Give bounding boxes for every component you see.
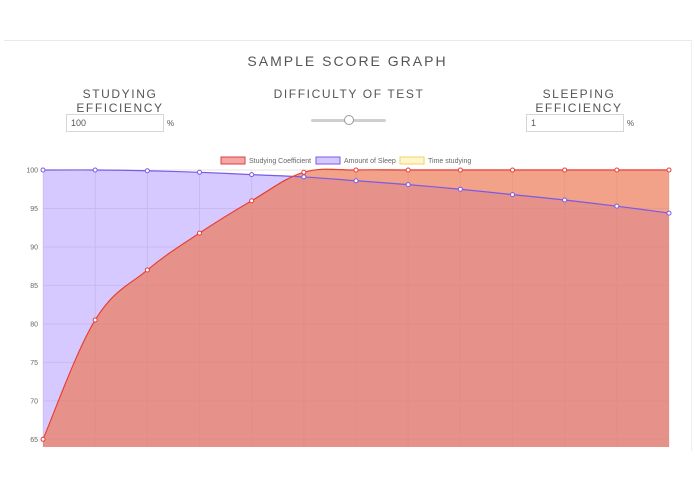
studying-coefficient-point-8 <box>457 167 463 173</box>
page-title: SAMPLE SCORE GRAPH <box>247 53 448 69</box>
difficulty-slider-thumb[interactable] <box>344 115 354 125</box>
y-tick-label-80: 80 <box>30 321 38 328</box>
amount-of-sleep-point-4 <box>249 172 255 178</box>
amount-of-sleep-point-0 <box>40 167 46 173</box>
legend-swatch-studying-coefficient <box>220 156 246 165</box>
amount-of-sleep-point-8 <box>457 186 463 192</box>
graph-card <box>4 40 692 451</box>
amount-of-sleep-point-10 <box>562 197 568 203</box>
amount-of-sleep-point-5 <box>301 174 307 180</box>
legend-swatch-time-studying <box>399 156 425 165</box>
studying-coefficient-point-7 <box>405 167 411 173</box>
amount-of-sleep-point-12 <box>666 210 672 216</box>
y-tick-label-75: 75 <box>30 360 38 367</box>
difficulty-label: DIFFICULTY OF TEST <box>273 87 425 101</box>
amount-of-sleep-point-6 <box>353 178 359 184</box>
amount-of-sleep-point-1 <box>92 167 98 173</box>
amount-of-sleep-point-2 <box>144 168 150 174</box>
studying-coefficient-point-10 <box>562 167 568 173</box>
amount-of-sleep-point-11 <box>614 203 620 209</box>
y-tick-label-70: 70 <box>30 398 38 405</box>
studying-coefficient-point-3 <box>197 230 202 236</box>
sleeping-percent-sign: % <box>627 119 635 128</box>
studying-coefficient-point-5 <box>301 169 307 175</box>
legend-label-amount-of-sleep: Amount of Sleep <box>344 158 396 165</box>
y-tick-label-100: 100 <box>26 168 38 175</box>
amount-of-sleep-point-3 <box>197 169 202 175</box>
amount-of-sleep-point-7 <box>405 182 411 188</box>
studying-coefficient-point-1 <box>92 317 98 323</box>
legend-swatch-amount-of-sleep <box>315 156 341 165</box>
legend-label-studying-coefficient: Studying Coefficient <box>249 158 311 165</box>
studying-coefficient-point-12 <box>666 167 672 173</box>
studying-coefficient-point-9 <box>510 167 515 173</box>
legend-label-time-studying: Time studying <box>428 158 471 165</box>
sleeping-efficiency-input[interactable]: 1 <box>526 114 624 132</box>
y-tick-label-85: 85 <box>30 283 38 290</box>
studying-coefficient-point-0 <box>40 436 46 442</box>
time-studying-area <box>43 169 669 447</box>
studying-percent-sign: % <box>167 119 175 128</box>
studying-efficiency-label: STUDYING EFFICIENCY <box>76 87 164 115</box>
sleeping-efficiency-label: SLEEPING EFFICIENCY <box>535 87 623 115</box>
studying-coefficient-point-11 <box>614 167 620 173</box>
y-tick-label-90: 90 <box>30 244 38 251</box>
studying-efficiency-input[interactable]: 100 <box>66 114 164 132</box>
amount-of-sleep-area <box>43 169 669 447</box>
studying-coefficient-point-6 <box>353 167 359 173</box>
y-tick-label-95: 95 <box>30 206 38 213</box>
studying-coefficient-area <box>43 169 669 447</box>
amount-of-sleep-point-9 <box>510 192 515 198</box>
studying-coefficient-point-4 <box>249 198 255 204</box>
y-tick-label-65: 65 <box>30 437 38 444</box>
studying-coefficient-point-2 <box>144 267 150 273</box>
